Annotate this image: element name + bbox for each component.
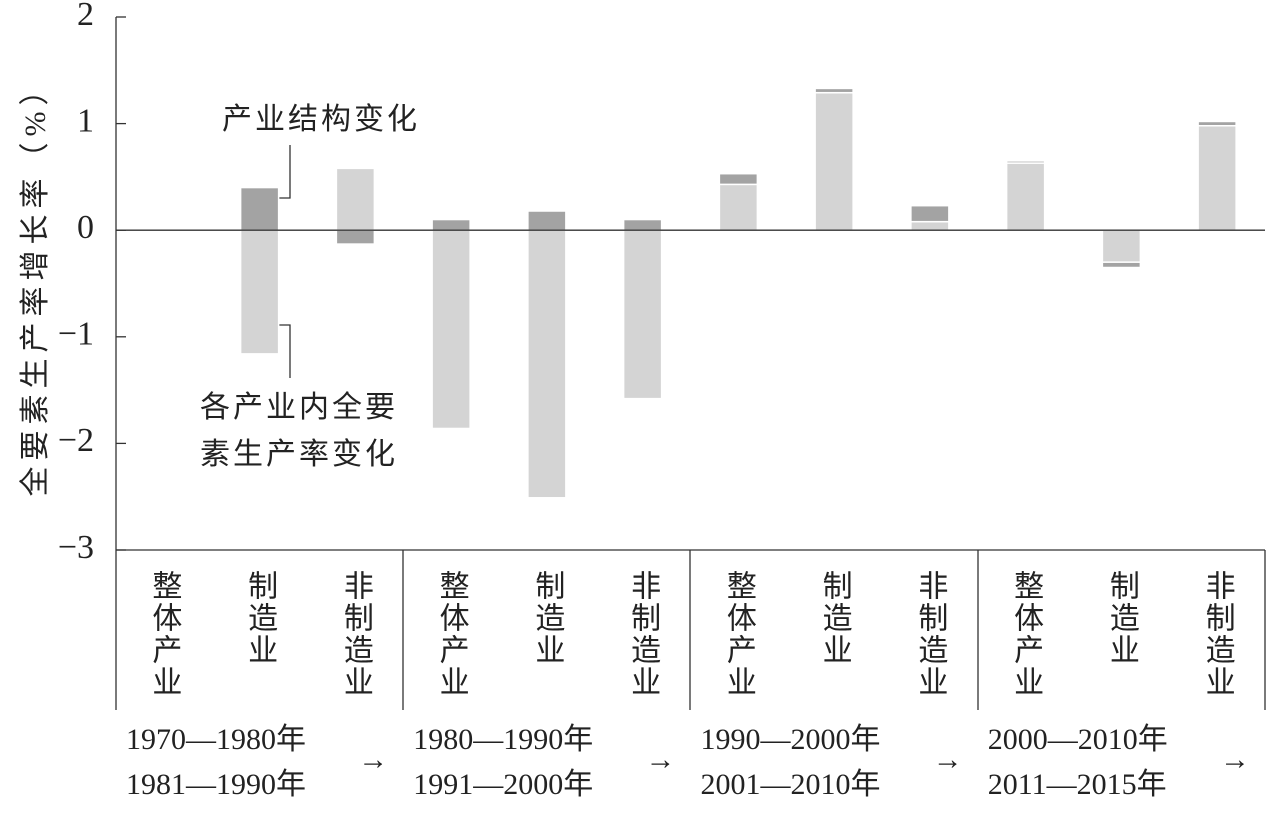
group-arrow: → bbox=[646, 743, 676, 776]
annotation: 各产业内全要 bbox=[200, 391, 398, 424]
y-tick-label: −3 bbox=[58, 529, 94, 566]
x-tick-label: 非制造业 bbox=[1201, 570, 1235, 698]
bar bbox=[239, 186, 280, 231]
bar bbox=[718, 183, 759, 231]
x-tick-label: 非制造业 bbox=[913, 570, 947, 698]
group-arrow: → bbox=[358, 743, 388, 776]
group-label: 1990—2000年 bbox=[701, 723, 881, 756]
x-tick-label: 整体产业 bbox=[1009, 570, 1044, 698]
x-tick-label: 整体产业 bbox=[435, 570, 470, 698]
annotation: 产业结构变化 bbox=[222, 103, 420, 136]
x-tick-label: 整体产业 bbox=[147, 570, 182, 698]
y-axis-label: 全要素生产率增长率（%） bbox=[19, 70, 52, 497]
leader-line bbox=[278, 324, 291, 378]
y-tick-label: −2 bbox=[58, 422, 94, 459]
group-label: 1991—2000年 bbox=[413, 768, 593, 801]
bar bbox=[622, 229, 663, 400]
bar bbox=[1005, 162, 1046, 231]
group-label: 1981—1990年 bbox=[126, 768, 306, 801]
bar bbox=[814, 91, 854, 231]
bar bbox=[335, 229, 376, 245]
bar bbox=[910, 220, 950, 231]
bar bbox=[1101, 229, 1142, 263]
group-arrow: → bbox=[1220, 743, 1250, 776]
group-label: 2001—2010年 bbox=[701, 768, 881, 801]
x-tick-label: 制造业 bbox=[818, 570, 852, 666]
group-label: 1970—1980年 bbox=[126, 723, 306, 756]
group-label: 2011—2015年 bbox=[988, 768, 1167, 801]
bar bbox=[910, 204, 950, 223]
y-tick-label: 0 bbox=[77, 209, 94, 246]
bar bbox=[1005, 160, 1046, 164]
bar bbox=[718, 172, 759, 186]
y-tick-label: 1 bbox=[77, 102, 94, 139]
bar bbox=[431, 218, 471, 231]
x-tick-label: 整体产业 bbox=[722, 570, 757, 698]
x-tick-label: 非制造业 bbox=[339, 570, 373, 698]
bar bbox=[239, 229, 280, 355]
group-arrow: → bbox=[933, 743, 963, 776]
annotation: 素生产率变化 bbox=[200, 438, 398, 471]
bar bbox=[335, 167, 376, 231]
bar bbox=[814, 87, 854, 94]
y-tick-label: 2 bbox=[77, 0, 94, 33]
x-tick-label: 制造业 bbox=[1105, 570, 1139, 666]
x-tick-label: 非制造业 bbox=[626, 570, 660, 698]
x-tick-label: 制造业 bbox=[243, 570, 277, 666]
bar bbox=[527, 229, 567, 499]
bar bbox=[431, 229, 471, 430]
bar bbox=[1197, 120, 1237, 127]
group-label: 2000—2010年 bbox=[988, 723, 1168, 756]
y-tick-label: −1 bbox=[58, 316, 94, 353]
bar bbox=[527, 210, 567, 231]
bar bbox=[1197, 124, 1237, 231]
group-label: 1980—1990年 bbox=[413, 723, 593, 756]
bar bbox=[1101, 261, 1142, 269]
x-tick-label: 制造业 bbox=[530, 570, 564, 666]
leader-line bbox=[278, 145, 291, 199]
bar bbox=[622, 218, 663, 231]
